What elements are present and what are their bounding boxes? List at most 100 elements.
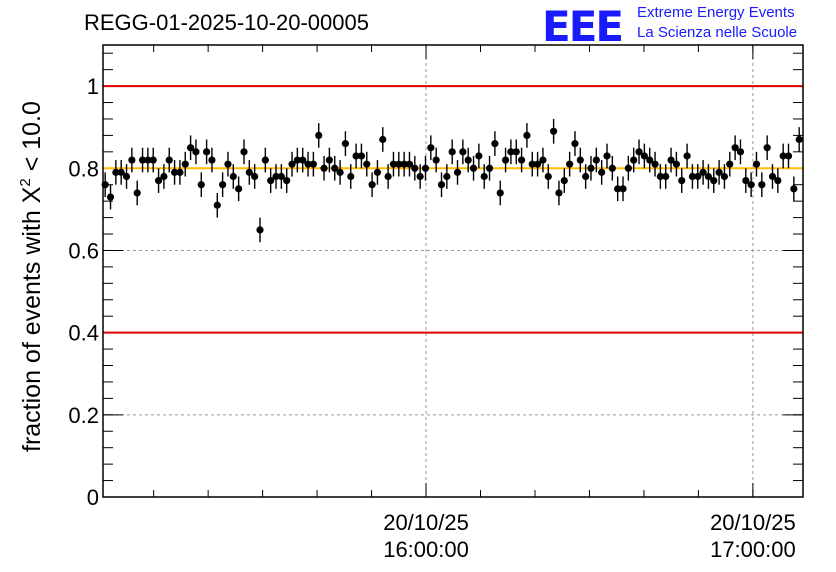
data-point <box>165 156 173 164</box>
y-tick-label: 1 <box>87 74 99 99</box>
data-point <box>624 164 632 172</box>
data-point <box>566 160 574 168</box>
data-point <box>619 185 627 193</box>
data-point <box>389 160 398 168</box>
data-point <box>245 168 253 176</box>
data-point <box>427 144 435 152</box>
data-point <box>688 172 697 181</box>
data-point <box>138 156 147 164</box>
data-point <box>368 181 376 189</box>
data-point <box>635 148 643 156</box>
data-point <box>363 160 371 168</box>
data-point <box>608 164 616 172</box>
data-point <box>261 156 269 164</box>
data-point <box>774 177 782 185</box>
data-point <box>726 160 734 168</box>
data-point <box>224 160 232 168</box>
data-point <box>736 148 745 156</box>
chart-title: REGG-01-2025-10-20-00005 <box>84 10 369 35</box>
data-point <box>170 168 179 176</box>
data-point <box>672 160 681 168</box>
data-point <box>742 177 750 185</box>
data-point <box>154 177 163 185</box>
data-point <box>411 164 419 172</box>
data-point <box>667 156 675 164</box>
data-point <box>208 156 216 164</box>
data-point <box>720 172 729 181</box>
data-point <box>640 152 648 160</box>
data-point <box>592 156 600 164</box>
data-point <box>443 172 451 181</box>
data-points <box>101 118 803 243</box>
data-point <box>144 156 152 164</box>
data-point <box>293 156 301 164</box>
data-point <box>432 156 440 164</box>
data-point <box>731 144 739 152</box>
data-point <box>267 177 275 185</box>
data-point <box>448 148 456 156</box>
data-point <box>512 148 520 156</box>
data-point <box>710 177 718 185</box>
data-point <box>347 172 355 181</box>
data-point <box>235 185 243 193</box>
data-point <box>560 177 568 185</box>
data-point <box>112 168 120 176</box>
data-point <box>517 156 526 164</box>
data-point <box>106 193 115 201</box>
data-point <box>315 131 323 139</box>
data-point <box>485 164 494 172</box>
data-point <box>758 181 766 189</box>
data-point <box>192 148 200 156</box>
data-point <box>256 226 264 234</box>
data-point <box>373 168 382 176</box>
data-point <box>421 164 430 172</box>
data-point <box>405 160 414 168</box>
data-point <box>117 168 125 176</box>
data-point <box>357 152 366 160</box>
x-tick-label-time: 17:00:00 <box>710 537 796 562</box>
data-point <box>523 131 531 139</box>
y-tick-label: 0 <box>87 485 99 510</box>
data-point <box>614 185 622 193</box>
data-point <box>352 152 360 160</box>
data-point <box>176 168 184 176</box>
data-point <box>331 164 339 172</box>
data-point <box>309 160 317 168</box>
data-point <box>528 160 536 168</box>
y-tick-label: 0.4 <box>68 321 99 346</box>
eee-logo: EEE <box>542 2 624 51</box>
data-point <box>544 172 552 181</box>
data-point <box>598 168 606 176</box>
data-point <box>379 135 387 144</box>
logo-caption-line2: La Scienza nelle Scuole <box>637 24 798 41</box>
data-point <box>149 156 157 164</box>
data-point <box>715 168 723 176</box>
data-point <box>480 172 488 181</box>
data-point <box>122 172 131 181</box>
data-point <box>699 168 707 176</box>
data-point <box>630 156 638 164</box>
data-point <box>662 172 670 181</box>
data-point <box>400 160 408 168</box>
data-point <box>181 160 189 168</box>
y-tick-label: 0.8 <box>68 156 99 181</box>
data-point <box>694 172 702 181</box>
data-point <box>651 160 659 168</box>
data-point <box>453 168 462 176</box>
data-point <box>784 152 793 160</box>
data-point <box>469 164 478 172</box>
data-point <box>304 160 312 168</box>
data-point <box>475 152 483 160</box>
data-point <box>219 181 227 189</box>
logo-caption-line1: Extreme Energy Events <box>637 4 795 21</box>
data-point <box>779 152 787 160</box>
data-point <box>133 189 141 197</box>
data-point <box>571 140 579 148</box>
data-point <box>795 135 803 144</box>
data-point <box>464 156 472 164</box>
data-point <box>704 172 713 181</box>
y-tick-label: 0.2 <box>68 403 99 428</box>
data-point <box>325 156 333 164</box>
data-point <box>491 140 499 148</box>
